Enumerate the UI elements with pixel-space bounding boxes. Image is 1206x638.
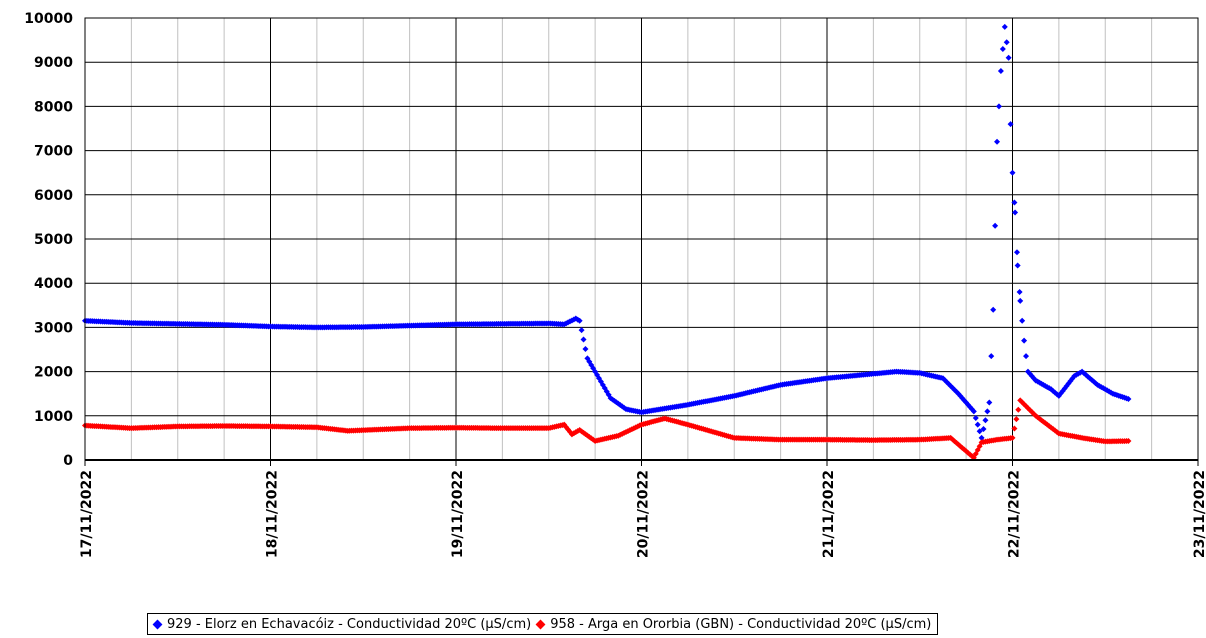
axes — [84, 17, 1199, 466]
data-point — [1005, 54, 1012, 61]
x-tick-label: 20/11/2022 — [636, 470, 652, 558]
data-point — [1007, 121, 1014, 128]
diamond-marker-icon — [152, 619, 163, 629]
x-tick-label: 19/11/2022 — [450, 470, 466, 558]
y-tick-label: 8000 — [34, 99, 73, 115]
diamond-marker-icon — [535, 619, 546, 629]
data-point — [580, 336, 587, 343]
y-axis-ticks: 0 1000 2000 3000 4000 5000 6000 7000 8000 9000 100… — [24, 11, 73, 469]
data-point — [970, 408, 977, 415]
data-point — [982, 417, 989, 424]
x-axis-ticks: 17/11/2022 18/11/2022 19/11/2022 20/11/2022… — [79, 470, 1206, 558]
data-point — [984, 408, 991, 415]
data-point — [1017, 297, 1024, 304]
data-point — [1021, 337, 1028, 344]
legend-item-series-1: 929 - Elorz en Echavacóiz - Conductivida… — [152, 616, 532, 632]
data-point — [1016, 289, 1023, 296]
y-tick-label: 7000 — [34, 144, 73, 160]
data-point — [582, 345, 589, 352]
data-point — [1009, 169, 1016, 176]
x-tick-label: 23/11/2022 — [1192, 470, 1206, 558]
data-point — [1011, 199, 1018, 206]
plot-series — [82, 23, 1132, 461]
data-point — [1009, 434, 1016, 441]
data-point — [972, 415, 979, 422]
data-point — [986, 399, 993, 406]
y-tick-label: 1000 — [34, 409, 73, 425]
series-1 — [82, 23, 1132, 441]
data-point — [994, 138, 1001, 145]
data-point — [1014, 262, 1021, 269]
x-tick-label: 21/11/2022 — [821, 470, 837, 558]
series-2 — [82, 397, 1132, 461]
data-point — [578, 327, 585, 334]
y-tick-label: 2000 — [34, 365, 73, 381]
data-point — [1015, 406, 1022, 413]
data-point — [1003, 39, 1010, 46]
y-tick-label: 3000 — [34, 320, 73, 336]
data-point — [999, 45, 1006, 52]
data-point — [576, 317, 583, 324]
data-point — [1019, 317, 1026, 324]
x-tick-label: 17/11/2022 — [79, 470, 95, 558]
data-point — [980, 426, 987, 433]
data-point — [988, 353, 995, 360]
y-tick-label: 4000 — [34, 276, 73, 292]
y-tick-label: 6000 — [34, 188, 73, 204]
legend-item-series-2: 958 - Arga en Ororbia (GBN) - Conductivi… — [535, 616, 932, 632]
grid-major-lines — [85, 17, 1198, 460]
legend-label: 929 - Elorz en Echavacóiz - Conductivida… — [167, 616, 532, 632]
data-point — [1012, 209, 1019, 216]
data-point — [978, 434, 985, 441]
data-point — [997, 68, 1004, 75]
data-point — [1023, 353, 1030, 360]
data-point — [995, 103, 1002, 110]
data-point — [1001, 23, 1008, 30]
data-point — [1013, 416, 1020, 423]
data-point — [1014, 249, 1021, 256]
data-point — [990, 306, 997, 313]
legend: 929 - Elorz en Echavacóiz - Conductivida… — [147, 613, 939, 635]
data-point — [974, 421, 981, 428]
x-tick-label: 18/11/2022 — [265, 470, 281, 558]
data-point — [1125, 437, 1132, 444]
y-tick-label: 0 — [63, 453, 73, 469]
data-point — [992, 222, 999, 229]
x-tick-label: 22/11/2022 — [1007, 470, 1023, 558]
y-tick-label: 10000 — [24, 11, 73, 27]
data-point — [1019, 399, 1026, 406]
y-tick-label: 9000 — [34, 55, 73, 71]
data-point — [1125, 396, 1132, 403]
data-point — [1011, 425, 1018, 432]
y-tick-label: 5000 — [34, 232, 73, 248]
data-point — [976, 428, 983, 435]
legend-label: 958 - Arga en Ororbia (GBN) - Conductivi… — [550, 616, 932, 632]
